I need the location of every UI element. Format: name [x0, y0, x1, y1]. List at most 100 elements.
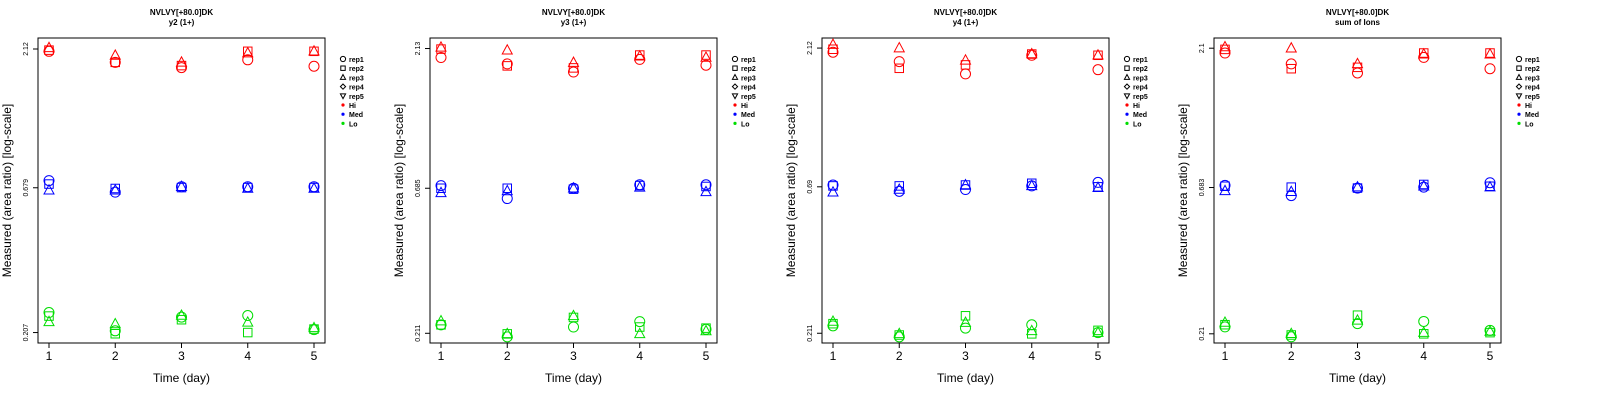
legend-label-med: Med	[349, 112, 363, 119]
data-point-hi-rep3	[1417, 47, 1430, 59]
data-point-lo-rep3	[827, 314, 839, 326]
y-tick-label: 0.211	[807, 325, 814, 342]
legend-label-rep4: rep4	[349, 85, 364, 92]
data-point-lo-rep3	[700, 324, 712, 336]
data-point-lo-rep2	[1419, 329, 1429, 339]
legend-label-med: Med	[1133, 112, 1147, 119]
data-point-hi-rep2	[502, 61, 512, 71]
data-point-lo-rep3	[1092, 326, 1104, 337]
data-point-med-rep1	[109, 186, 121, 198]
data-point-lo-rep2	[960, 311, 971, 321]
x-tick-label: 2	[504, 349, 511, 363]
data-point-lo-rep2	[568, 312, 579, 323]
data-point-lo-rep3	[1025, 324, 1038, 336]
data-point-med-rep3	[1351, 180, 1364, 192]
data-point-lo-rep3	[1285, 327, 1298, 339]
y-axis-label: Measured (area ratio) [log-scale]	[1176, 104, 1190, 277]
data-point-hi-rep1	[435, 52, 447, 64]
data-point-med-rep3	[175, 180, 188, 191]
x-tick-label: 2	[112, 349, 119, 363]
data-point-med-rep3	[1025, 179, 1038, 191]
x-tick-label: 4	[1420, 349, 1427, 363]
legend-dot-lo	[1517, 121, 1521, 125]
data-point-lo-rep3	[241, 315, 254, 327]
data-point-hi-rep1	[827, 46, 839, 58]
data-point-med-rep1	[700, 179, 712, 191]
data-point-lo-rep2	[309, 324, 319, 334]
y-tick-label: 0.207	[23, 324, 30, 342]
x-tick-label: 3	[570, 349, 577, 363]
data-point-lo-rep1	[1418, 315, 1430, 327]
data-point-hi-rep3	[1484, 47, 1496, 59]
data-point-med-rep1	[1484, 177, 1496, 189]
data-point-med-rep3	[241, 181, 254, 193]
data-point-med-rep3	[1484, 180, 1496, 192]
data-point-med-rep3	[308, 181, 320, 193]
data-point-lo-rep1	[1219, 321, 1231, 333]
legend-label-med: Med	[741, 112, 755, 119]
data-point-lo-rep3	[959, 316, 972, 327]
legend-label-rep1: rep1	[349, 57, 364, 64]
data-point-med-rep3	[109, 183, 122, 195]
legend-label-hi: Hi	[1525, 103, 1532, 110]
chart-subtitle: y3 (1+)	[561, 18, 587, 27]
x-axis-label: Time (day)	[153, 371, 210, 385]
data-point-hi-rep1	[1219, 47, 1231, 59]
data-point-med-rep1	[501, 193, 513, 205]
legend-symbol-rep3	[339, 73, 347, 80]
chart-title: NVLVY[+80.0]DK	[934, 8, 997, 17]
legend-label-rep3: rep3	[349, 75, 364, 82]
legend-symbol-rep3	[1123, 73, 1131, 80]
y-tick-label: 0.685	[415, 179, 422, 197]
data-point-lo-rep3	[1219, 315, 1231, 327]
data-point-med-rep3	[1219, 184, 1231, 196]
data-point-med-rep1	[893, 185, 905, 197]
data-point-hi-rep2	[960, 60, 971, 70]
x-tick-label: 1	[46, 349, 53, 363]
y-axis-label: Measured (area ratio) [log-scale]	[392, 104, 406, 277]
data-point-med-rep2	[701, 181, 711, 192]
data-point-med-rep2	[436, 183, 446, 194]
data-point-lo-rep1	[1352, 318, 1363, 330]
legend-symbol-rep3	[731, 73, 739, 80]
legend-label-rep5: rep5	[1525, 94, 1540, 101]
legend-symbol-rep2	[340, 65, 346, 71]
data-point-med-rep3	[827, 185, 839, 197]
data-point-hi-rep2	[1485, 48, 1495, 58]
legend-label-rep1: rep1	[741, 57, 756, 64]
data-point-lo-rep3	[308, 321, 320, 333]
x-tick-label: 5	[1487, 349, 1494, 363]
legend-symbol-rep4	[1123, 83, 1131, 90]
x-tick-label: 3	[962, 349, 969, 363]
data-point-hi-rep3	[1219, 40, 1231, 52]
legend-label-rep1: rep1	[1525, 57, 1540, 64]
legend-dot-hi	[341, 103, 345, 107]
data-point-med-rep3	[633, 180, 646, 192]
legend-label-med: Med	[1525, 112, 1539, 119]
data-point-hi-rep1	[1484, 63, 1496, 75]
legend-symbol-rep5	[1123, 93, 1131, 100]
legend-symbol-rep1	[1123, 55, 1131, 63]
data-point-hi-rep1	[109, 56, 121, 68]
data-point-med-rep2	[1027, 178, 1037, 189]
data-point-med-rep2	[176, 182, 187, 193]
data-point-lo-rep2	[701, 323, 711, 333]
legend-label-rep4: rep4	[1525, 85, 1540, 92]
data-point-hi-rep2	[568, 63, 579, 73]
legend-dot-med	[1517, 112, 1521, 116]
data-point-med-rep3	[501, 184, 514, 196]
data-point-hi-rep1	[501, 58, 513, 70]
data-point-lo-rep3	[567, 309, 580, 321]
data-point-lo-rep3	[633, 327, 646, 339]
data-point-hi-rep3	[893, 41, 906, 53]
legend-label-rep3: rep3	[1133, 75, 1148, 82]
y-tick-label: 0.69	[807, 180, 814, 194]
legend-label-lo: Lo	[1133, 121, 1142, 128]
legend-label-lo: Lo	[349, 121, 358, 128]
data-point-lo-rep3	[175, 308, 188, 320]
chart-subtitle: sum of Ions	[1335, 18, 1380, 27]
chart-title: NVLVY[+80.0]DK	[542, 8, 605, 17]
data-point-lo-rep2	[1352, 310, 1363, 320]
